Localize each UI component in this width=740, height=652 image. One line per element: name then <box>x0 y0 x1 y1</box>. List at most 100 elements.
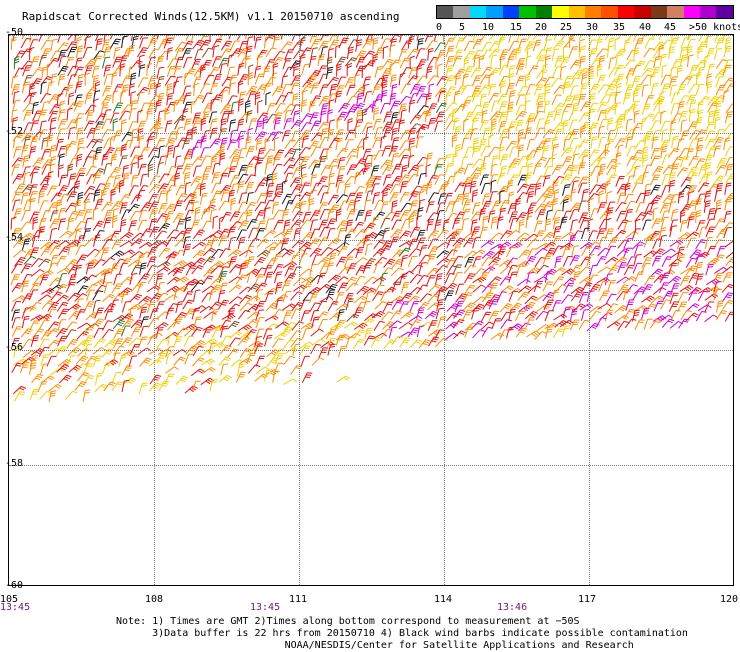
wind-barb <box>58 219 66 230</box>
wind-barb <box>193 250 205 258</box>
wind-barb <box>390 101 400 111</box>
wind-barb <box>632 77 641 88</box>
wind-barb <box>662 249 675 255</box>
wind-barb <box>284 165 295 174</box>
wind-barb <box>209 302 221 310</box>
wind-barb <box>346 283 358 291</box>
legend-label: 0 <box>436 22 442 33</box>
wind-barb <box>192 35 199 42</box>
wind-barb <box>526 184 535 194</box>
wind-barb <box>528 66 539 75</box>
wind-barb <box>283 229 293 239</box>
latitude-gridline <box>9 350 733 351</box>
wind-barb <box>49 384 62 391</box>
wind-barb <box>545 90 550 103</box>
wind-barb <box>518 323 530 331</box>
wind-barb <box>139 383 147 394</box>
wind-barb <box>681 38 690 48</box>
wind-barb <box>543 176 551 187</box>
wind-barb <box>337 376 350 382</box>
wind-barb <box>174 357 186 365</box>
wind-barb <box>555 129 563 140</box>
legend-swatch <box>470 6 486 18</box>
wind-barb <box>481 241 494 248</box>
wind-barb <box>263 117 268 130</box>
wind-barb <box>509 272 518 283</box>
wind-barb <box>275 272 283 283</box>
wind-barb <box>246 182 254 193</box>
wind-barb <box>247 220 257 230</box>
wind-barb <box>678 255 686 266</box>
wind-barb <box>428 57 439 66</box>
wind-barb <box>40 94 51 103</box>
wind-barb <box>347 149 358 158</box>
latitude-gridline <box>9 133 733 134</box>
wind-barb <box>246 137 251 149</box>
wind-barb <box>348 119 353 132</box>
wind-barb <box>491 217 497 229</box>
wind-barb <box>687 46 692 59</box>
wind-barb <box>131 195 142 204</box>
wind-barb <box>301 183 310 193</box>
wind-barb <box>102 330 113 339</box>
wind-barb <box>77 46 84 58</box>
wind-barb <box>183 300 194 309</box>
wind-barb <box>272 164 282 174</box>
wind-barb <box>337 64 342 77</box>
wind-barb <box>392 164 402 174</box>
wind-barb <box>15 392 25 402</box>
wind-barb <box>571 320 580 330</box>
wind-barb <box>706 264 714 275</box>
wind-barb <box>346 337 354 348</box>
wind-barb <box>131 283 143 291</box>
wind-barb <box>544 101 550 113</box>
wind-barb <box>596 318 607 327</box>
wind-barb <box>632 229 640 240</box>
wind-barb <box>255 121 263 132</box>
wind-barb <box>425 311 438 318</box>
legend-swatch <box>503 6 519 18</box>
wind-barb <box>13 91 19 103</box>
wind-barb <box>265 272 273 283</box>
wind-barb <box>155 323 168 330</box>
wind-barb <box>84 275 96 283</box>
wind-barb <box>149 360 162 367</box>
wind-barb <box>707 48 715 59</box>
wind-barb <box>372 311 385 318</box>
wind-barb <box>130 274 138 285</box>
wind-barb <box>537 210 546 220</box>
wind-barb <box>525 101 531 113</box>
wind-barb <box>40 201 49 211</box>
wind-barb <box>68 304 81 310</box>
wind-barb <box>337 117 342 130</box>
wind-barb <box>229 338 240 347</box>
wind-barb <box>312 255 321 265</box>
wind-barb <box>130 211 141 220</box>
wind-barb <box>561 148 572 157</box>
wind-barb <box>111 263 119 274</box>
wind-barb <box>563 257 573 267</box>
wind-barb <box>347 264 357 274</box>
wind-barb <box>291 292 303 300</box>
wind-barb <box>12 310 20 321</box>
wind-barb <box>445 283 457 291</box>
wind-barb <box>724 124 734 133</box>
wind-barb <box>174 201 183 211</box>
wind-barb <box>545 219 551 231</box>
wind-barb <box>725 147 734 157</box>
wind-barb <box>381 218 391 228</box>
wind-barb <box>239 99 244 112</box>
wind-barb <box>113 91 118 104</box>
wind-barb <box>301 114 312 123</box>
wind-barb <box>626 231 639 238</box>
wind-barb <box>535 332 547 340</box>
wind-barb <box>696 240 707 249</box>
wind-barb <box>274 137 279 150</box>
wind-barb <box>327 249 340 256</box>
wind-barb <box>383 46 388 59</box>
wind-barb <box>123 49 132 59</box>
wind-barb <box>724 46 732 57</box>
wind-barb <box>651 83 658 94</box>
wind-barb <box>473 330 485 338</box>
wind-barb <box>500 137 508 148</box>
